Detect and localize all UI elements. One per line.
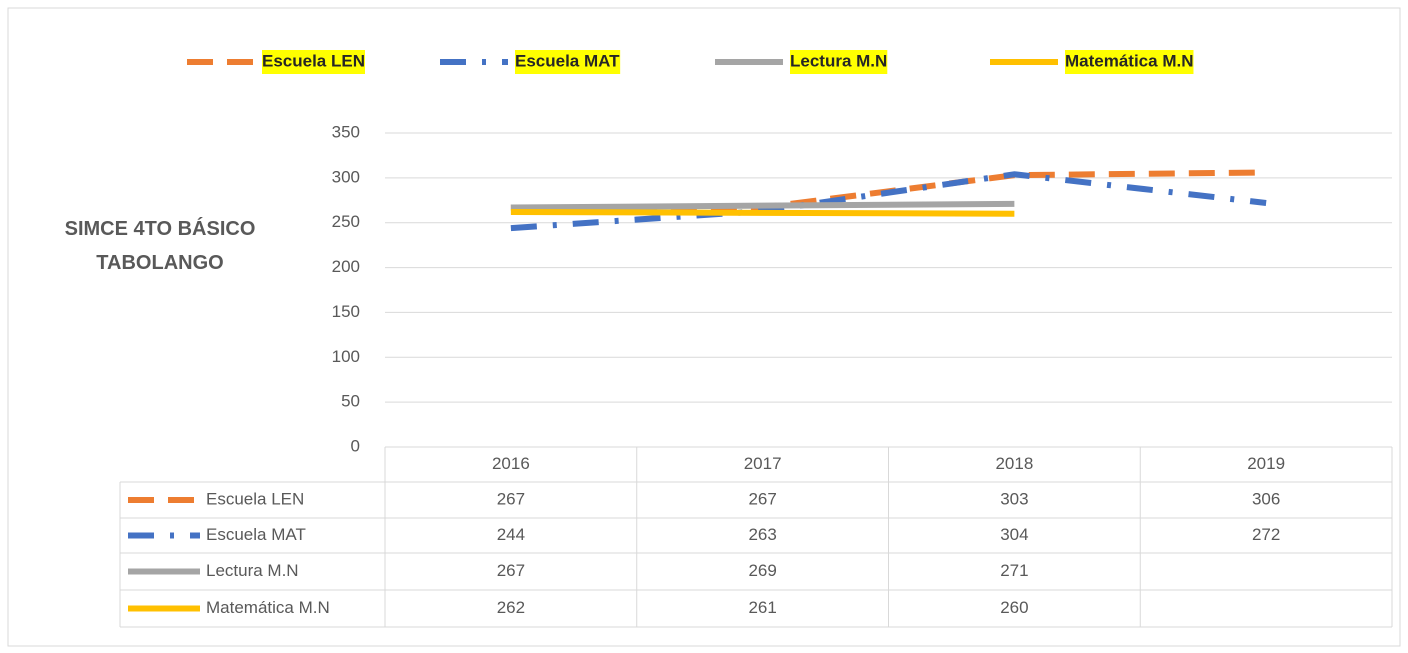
y-tick-label: 50 — [341, 392, 360, 411]
y-tick-label: 350 — [332, 122, 360, 141]
legend-highlight — [790, 50, 888, 74]
table-cell: 267 — [497, 561, 525, 580]
table-cell: 306 — [1252, 489, 1280, 508]
table-row-label: Lectura M.N — [206, 561, 299, 580]
x-tick-label: 2016 — [492, 454, 530, 473]
table-cell: 267 — [497, 489, 525, 508]
table-cell: 271 — [1000, 561, 1028, 580]
table-cell: 269 — [748, 561, 776, 580]
legend-label: Matemática M.N — [1065, 51, 1193, 70]
y-tick-label: 0 — [351, 436, 360, 455]
table-cell: 262 — [497, 598, 525, 617]
legend-label: Escuela MAT — [515, 51, 620, 70]
x-tick-label: 2019 — [1247, 454, 1285, 473]
y-axis-label: SIMCE 4TO BÁSICO TABOLANGO — [64, 218, 256, 274]
table-cell: 244 — [497, 525, 525, 544]
y-tick-label: 200 — [332, 257, 360, 276]
series-line — [510, 171, 1267, 232]
y-tick-label: 100 — [332, 347, 360, 366]
y-tick-label: 300 — [332, 167, 360, 186]
table-row-label: Escuela LEN — [206, 489, 304, 508]
y-tick-label: 150 — [332, 302, 360, 321]
y-tick-label: 250 — [332, 212, 360, 231]
table-cell: 303 — [1000, 489, 1028, 508]
table-cell: 272 — [1252, 525, 1280, 544]
table-cell: 260 — [1000, 598, 1028, 617]
table-row-label: Matemática M.N — [206, 598, 330, 617]
legend-label: Lectura M.N — [790, 51, 887, 70]
legend-highlight — [1065, 50, 1194, 74]
legend-label: Escuela LEN — [262, 51, 365, 70]
table-cell: 263 — [748, 525, 776, 544]
table-cell: 267 — [748, 489, 776, 508]
legend-highlight — [515, 50, 621, 74]
table-cell: 261 — [748, 598, 776, 617]
table-row-label: Escuela MAT — [206, 525, 306, 544]
table-cell: 304 — [1000, 525, 1028, 544]
chart-border — [7, 7, 1401, 647]
x-tick-label: 2017 — [744, 454, 782, 473]
x-tick-label: 2018 — [995, 454, 1033, 473]
legend-highlight — [262, 50, 365, 74]
series-line — [510, 208, 1015, 217]
series-line — [510, 200, 1015, 211]
